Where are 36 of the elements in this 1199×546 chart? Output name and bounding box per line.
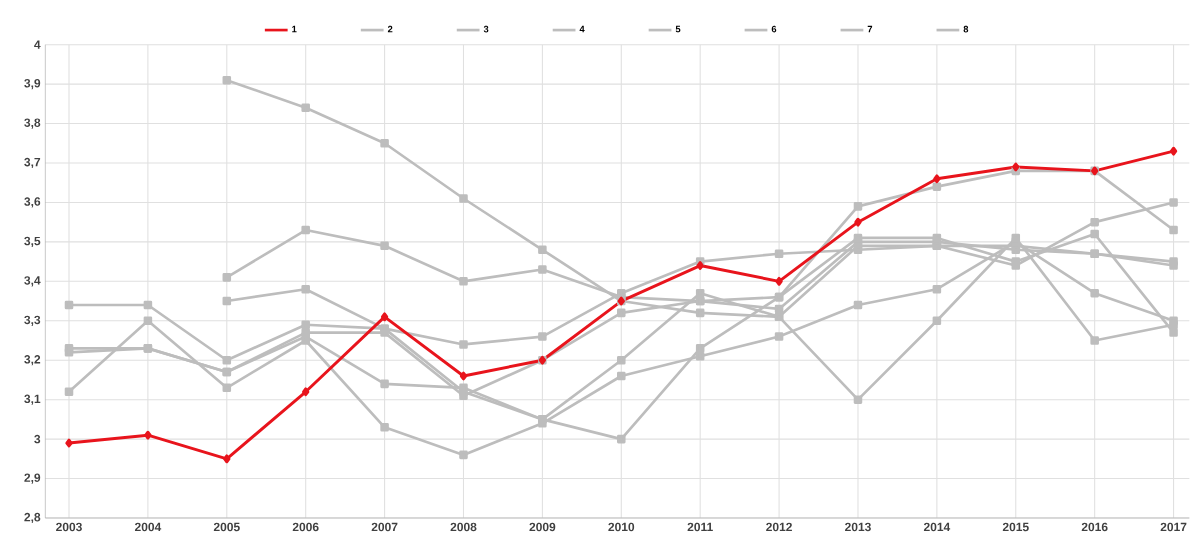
x-tick-label: 2017 [1160,522,1187,532]
x-tick-label: 2008 [450,522,477,532]
legend-label: 4 [579,25,585,33]
y-tick-label: 2,8 [24,512,41,524]
y-tick-label: 3,1 [24,394,41,405]
legend-label: 2 [387,25,393,33]
y-tick-label: 3,5 [24,236,41,248]
y-tick-label: 3,3 [24,315,41,326]
legend-label: 7 [867,25,873,33]
y-tick-label: 3,2 [24,355,41,366]
x-tick-label: 2015 [1002,522,1029,532]
y-tick-label: 3,7 [24,157,41,169]
y-tick-label: 3,4 [24,276,41,287]
x-tick-label: 2014 [923,522,951,532]
x-tick-label: 2005 [213,522,240,532]
y-tick-label: 3,8 [24,118,41,129]
x-tick-label: 2006 [292,522,319,532]
y-tick-label: 2,9 [24,473,41,484]
legend-label: 1 [292,25,297,33]
y-tick-label: 3 [34,434,41,444]
x-tick-label: 2013 [845,522,871,532]
legend-label: 3 [483,25,489,33]
legend-label: 5 [675,25,681,33]
x-tick-label: 2016 [1081,522,1108,532]
x-tick-label: 2012 [766,522,792,532]
y-tick-label: 3,9 [24,78,41,90]
legend-label: 6 [771,25,777,33]
x-tick-label: 2010 [608,522,635,532]
x-tick-label: 2004 [134,522,162,532]
x-tick-label: 2011 [687,522,713,532]
y-tick-label: 4 [34,40,41,49]
legend-label: 8 [963,25,969,33]
x-tick-label: 2009 [529,522,556,532]
y-tick-label: 3,6 [24,197,41,208]
x-tick-label: 2003 [56,522,82,532]
x-tick-label: 2007 [371,522,398,532]
